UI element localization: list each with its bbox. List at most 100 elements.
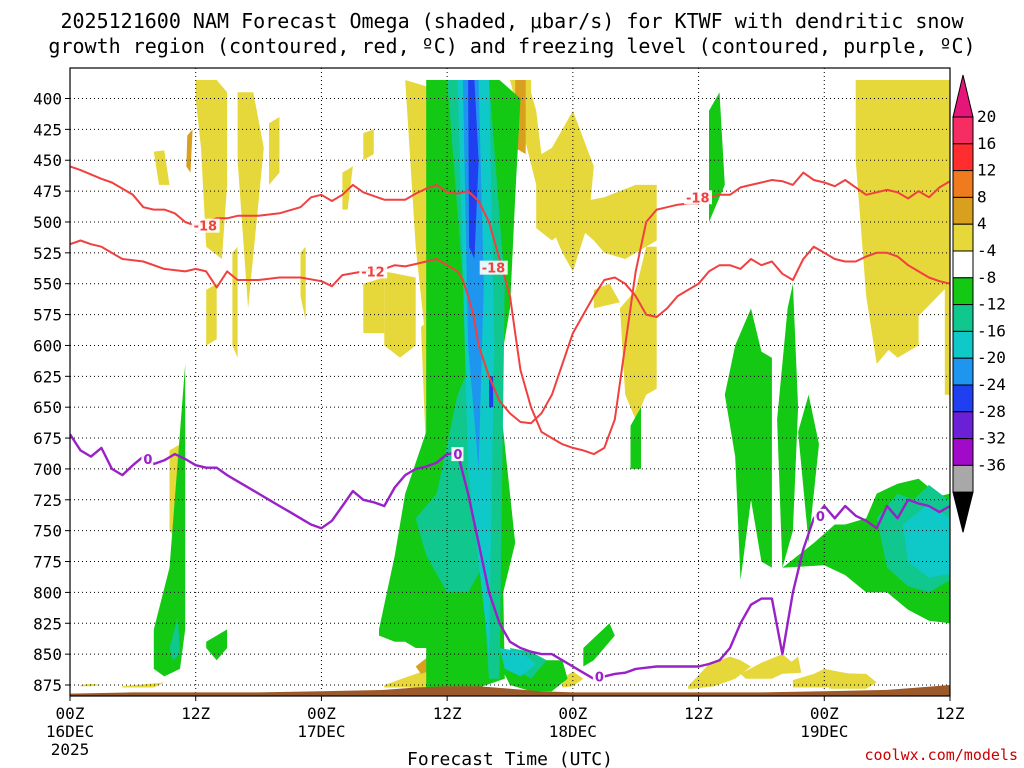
- omega-region: [363, 277, 385, 334]
- omega-region: [237, 92, 264, 309]
- colorbar-label: 20: [977, 107, 996, 126]
- y-tick-label: 725: [33, 491, 62, 510]
- contour-label: -12: [361, 265, 385, 280]
- colorbar-band: [952, 250, 974, 279]
- y-tick-label: 400: [33, 90, 62, 109]
- x-tick-label: 12Z: [936, 704, 965, 723]
- contour-label-bg: [191, 218, 220, 233]
- contour-label: -18: [194, 220, 218, 235]
- terrain-fill: [70, 685, 950, 696]
- omega-region: [269, 117, 280, 185]
- colorbar-label: -24: [977, 375, 1006, 394]
- omega-region: [300, 246, 306, 321]
- y-tick-label: 475: [33, 182, 62, 201]
- omega-region: [709, 92, 725, 222]
- y-tick-label: 425: [33, 120, 62, 139]
- contour-label-bg: [684, 190, 712, 205]
- omega-region: [232, 246, 238, 358]
- colorbar-band: [952, 438, 974, 466]
- omega-region: [363, 129, 374, 161]
- omega-region: [724, 308, 772, 580]
- colorbar-label: -28: [977, 402, 1006, 421]
- colorbar-band: [952, 304, 974, 332]
- omega-region: [499, 648, 537, 677]
- chart-title-line-1: 2025121600 NAM Forecast Omega (shaded, μ…: [60, 9, 964, 33]
- omega-region: [186, 129, 193, 173]
- contour-label: 0: [143, 453, 152, 468]
- x-tick-date: 19DEC: [800, 722, 848, 741]
- y-tick-label: 800: [33, 583, 62, 602]
- y-tick-label: 600: [33, 336, 62, 355]
- contour-line: [70, 239, 950, 425]
- colorbar-band: [952, 330, 974, 359]
- x-tick-date: 16DEC: [46, 722, 94, 741]
- y-tick-label: 650: [33, 398, 62, 417]
- colorbar-label: 4: [977, 214, 987, 233]
- terrain: [70, 685, 950, 696]
- omega-region: [688, 656, 751, 689]
- colorbar-band: [952, 223, 974, 252]
- colorbar-label: -32: [977, 429, 1006, 448]
- contour-label-bg: [479, 260, 508, 275]
- x-axis-label: Forecast Time (UTC): [407, 749, 613, 768]
- x-tick-label: 12Z: [433, 704, 462, 723]
- colorbar-band: [952, 170, 974, 198]
- omega-region: [206, 283, 217, 346]
- omega-region: [153, 150, 170, 185]
- y-tick-label: 750: [33, 522, 62, 541]
- x-tick-label: 00Z: [810, 704, 839, 723]
- y-tick-label: 500: [33, 213, 62, 232]
- y-tick-label: 525: [33, 244, 62, 263]
- contour-label-bg: [359, 264, 388, 279]
- omega-region: [777, 283, 799, 568]
- omega-region: [630, 407, 641, 469]
- colorbar-label: -36: [977, 455, 1006, 474]
- plot-area: -18 -12 -18 -18 0 0 0 0: [69, 67, 951, 697]
- omega-region: [562, 184, 657, 259]
- contour-label-bg: [592, 669, 605, 684]
- colorbar-bottom-arrow: [952, 491, 974, 533]
- x-tick-date: 17DEC: [297, 722, 345, 741]
- contour-label-bg: [813, 508, 826, 523]
- colorbar-top-arrow: [952, 74, 974, 118]
- chart-title-line-2: growth region (contoured, red, ºC) and f…: [48, 34, 975, 58]
- y-tick-label: 700: [33, 460, 62, 479]
- contour-line: [70, 165, 950, 456]
- colorbar-band: [952, 357, 974, 386]
- omega-region: [562, 671, 584, 688]
- x-tick-year: 2025: [51, 740, 90, 759]
- omega-region: [468, 80, 479, 259]
- colorbar-band: [952, 196, 974, 225]
- contour-label: -18: [482, 262, 506, 277]
- omega-region: [169, 617, 180, 661]
- grid: [70, 68, 950, 696]
- contour-label-bg: [141, 452, 154, 467]
- omega-region: [195, 80, 228, 259]
- omega-region: [944, 277, 950, 395]
- y-tick-label: 775: [33, 553, 62, 572]
- x-tick-label: 12Z: [181, 704, 210, 723]
- omega-region: [740, 654, 793, 679]
- contour-line: [70, 433, 950, 680]
- contour-label: 0: [453, 448, 462, 463]
- y-tick-label: 625: [33, 367, 62, 386]
- colorbar: 20 16 12 8 4 -4 -8 -12 -16 -20 -24 -28 -32 -36: [952, 74, 1006, 533]
- colorbar-label: -12: [977, 295, 1006, 314]
- x-tick-label: 00Z: [56, 704, 85, 723]
- colorbar-label: -4: [977, 241, 996, 260]
- omega-region: [782, 656, 802, 674]
- x-tick-label: 00Z: [558, 704, 587, 723]
- y-tick-label: 850: [33, 645, 62, 664]
- y-tick-label: 825: [33, 614, 62, 633]
- colorbar-band: [952, 277, 974, 306]
- y-tick-label: 875: [33, 676, 62, 695]
- omega-region: [153, 364, 186, 677]
- y-tick-label: 575: [33, 306, 62, 325]
- omega-region: [536, 178, 568, 241]
- colorbar-label: 8: [977, 187, 987, 206]
- omega-region: [342, 166, 353, 210]
- colorbar-label: -8: [977, 268, 996, 287]
- contour-label: 0: [595, 670, 604, 685]
